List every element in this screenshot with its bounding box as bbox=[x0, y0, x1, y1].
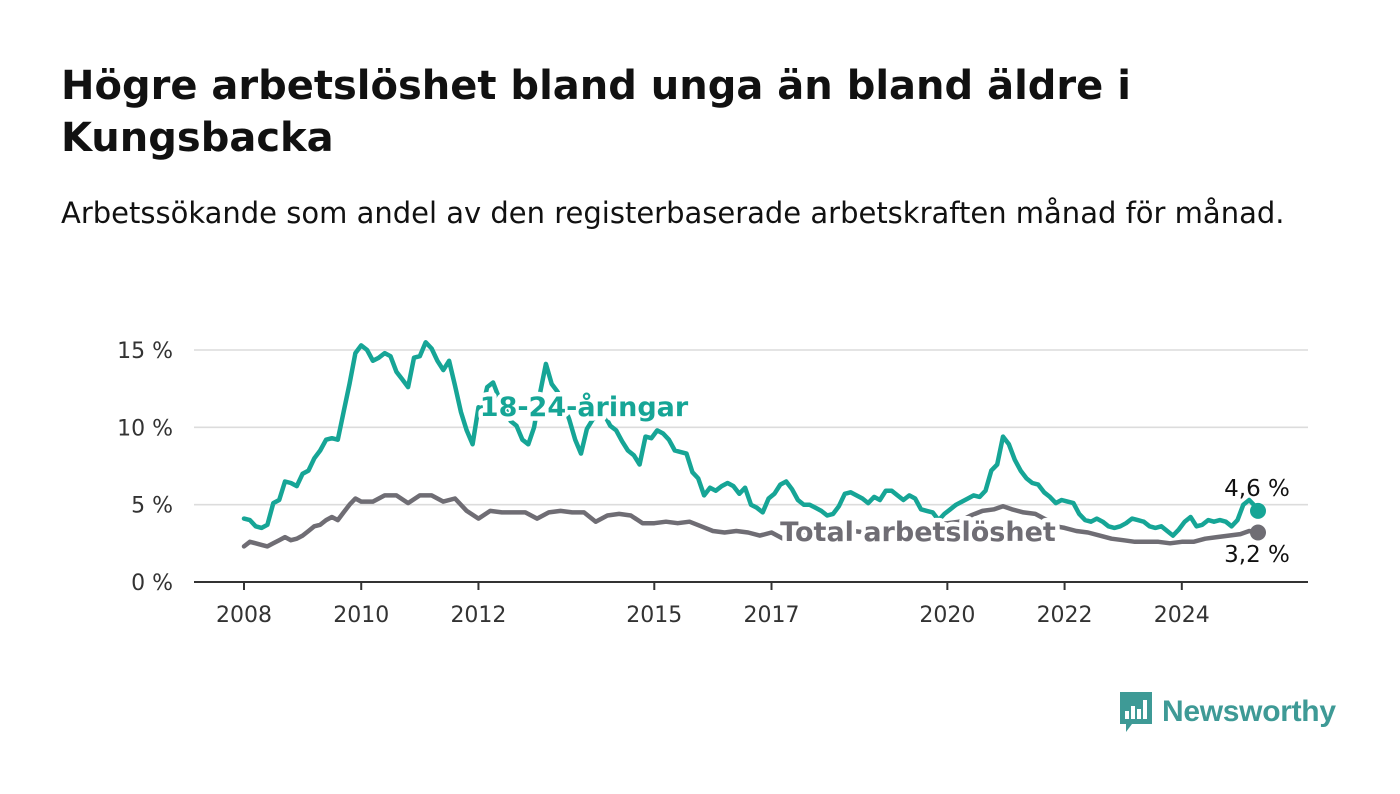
x-tick-label: 2010 bbox=[333, 603, 389, 628]
series-line-total bbox=[241, 493, 1261, 549]
series-layer bbox=[241, 340, 1266, 549]
newsworthy-logo: Newsworthy bbox=[1118, 690, 1336, 734]
series-label-18-24-halo: 18-24-åringar bbox=[480, 391, 689, 423]
y-tick-label: 15 % bbox=[117, 339, 173, 364]
series-label-18-24: 18-24-åringar bbox=[480, 391, 689, 423]
axis-layer: 0 % 5 % 10 % 15 % 2008 2010 2012 2015 2017 2020 20… bbox=[117, 339, 1308, 628]
x-tick-label: 2022 bbox=[1037, 603, 1093, 628]
brand-name: Newsworthy bbox=[1162, 695, 1336, 728]
series-label-total: Total arbetslöshet bbox=[780, 517, 1056, 548]
endpoint-total bbox=[1250, 524, 1266, 541]
y-tick-label: 10 % bbox=[117, 416, 173, 441]
x-tick-label: 2008 bbox=[216, 603, 272, 628]
y-tick-label: 0 % bbox=[131, 571, 173, 596]
x-tick-label: 2024 bbox=[1154, 603, 1210, 628]
endpoint-18-24 bbox=[1250, 502, 1266, 519]
end-label-18-24: 4,6 % bbox=[1224, 476, 1290, 502]
series-line-18-24 bbox=[241, 340, 1261, 538]
x-tick-label: 2020 bbox=[919, 603, 975, 628]
grid-layer bbox=[194, 349, 1308, 506]
newsworthy-bar-chart-icon bbox=[1120, 692, 1152, 732]
x-tick-label: 2015 bbox=[626, 603, 682, 628]
chart-subtitle: Arbetssökande som andel av den registerb… bbox=[61, 196, 1285, 230]
y-tick-label: 5 % bbox=[131, 494, 173, 519]
chart-title: Högre arbetslöshet bland unga än bland ä… bbox=[61, 63, 1131, 161]
x-tick-label: 2017 bbox=[744, 603, 800, 628]
x-tick-label: 2012 bbox=[450, 603, 506, 628]
series-label-total-halo: Total arbetslöshet bbox=[780, 517, 1056, 548]
end-label-total: 3,2 % bbox=[1224, 542, 1290, 568]
